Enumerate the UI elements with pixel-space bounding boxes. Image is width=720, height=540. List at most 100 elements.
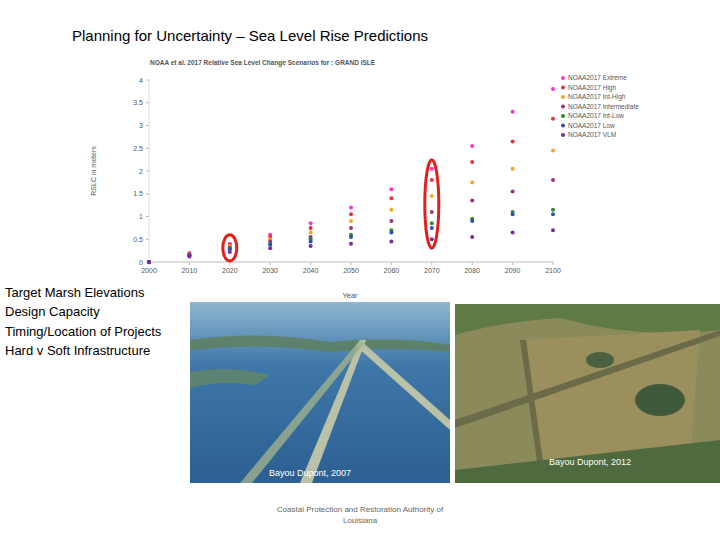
point: [147, 260, 151, 264]
footer: Coastal Protection and Restoration Autho…: [260, 504, 460, 526]
legend-marker: [561, 76, 565, 80]
point: [147, 260, 151, 264]
field: [455, 304, 720, 335]
canvas: Planning for Uncertainty – Sea Level Ris…: [0, 0, 720, 540]
point: [268, 242, 272, 246]
photo: Bayou Dupont, 2012: [455, 304, 720, 483]
point: [511, 167, 515, 171]
point: [349, 226, 353, 230]
x-tick-label: 2030: [262, 267, 278, 274]
y-tick: [146, 125, 149, 126]
point: [551, 149, 555, 153]
pond: [586, 352, 614, 368]
legend-entry: NOAA2017 Int-Low: [568, 112, 624, 119]
point: [389, 219, 393, 223]
point: [389, 240, 393, 244]
y-tick: [146, 80, 149, 81]
point: [389, 230, 393, 234]
x-tick: [391, 262, 392, 265]
marsh: [190, 369, 270, 388]
point: [430, 178, 434, 182]
point: [430, 237, 434, 241]
point: [309, 240, 313, 244]
slide: Planning for Uncertainty – Sea Level Ris…: [0, 0, 720, 540]
point: [268, 243, 272, 247]
point: [349, 242, 353, 246]
legend-marker: [561, 86, 565, 90]
x-tick: [310, 262, 311, 265]
point: [430, 226, 434, 230]
legend-entry: NOAA2017 High: [568, 84, 616, 92]
point: [511, 110, 515, 114]
point: [430, 221, 434, 225]
legend-entry: NOAA2017 Intermediate: [568, 103, 639, 110]
photo-bg: [455, 304, 720, 483]
channel: [455, 330, 720, 428]
bullet: Design Capacity: [5, 304, 100, 319]
bullet: Timing/Location of Projects: [5, 324, 162, 339]
point: [309, 226, 313, 230]
point: [430, 167, 434, 171]
bullet: Hard v Soft Infrastructure: [5, 343, 150, 358]
chart-title: NOAA et al. 2017 Relative Sea Level Chan…: [150, 59, 376, 67]
point: [511, 212, 515, 216]
highlight: [223, 235, 237, 261]
x-axis-label: Year: [342, 291, 358, 300]
point: [349, 205, 353, 209]
y-tick: [146, 148, 149, 149]
point: [228, 250, 232, 254]
y-tick: [146, 193, 149, 194]
legend-entry: NOAA2017 Extreme: [568, 74, 627, 81]
x-tick-label: 2080: [464, 267, 480, 274]
point: [389, 187, 393, 191]
point: [470, 144, 474, 148]
point: [389, 208, 393, 212]
y-tick-label: 2.5: [133, 145, 143, 152]
highlight: [425, 160, 439, 249]
point: [147, 260, 151, 264]
point: [309, 221, 313, 225]
point: [349, 219, 353, 223]
point: [430, 194, 434, 198]
point: [349, 235, 353, 239]
photo-caption: Bayou Dupont, 2007: [269, 468, 351, 478]
x-tick-label: 2060: [384, 267, 400, 274]
levee: [356, 340, 450, 430]
marsh: [190, 335, 450, 352]
levee: [240, 340, 364, 483]
point: [551, 228, 555, 232]
point: [470, 235, 474, 239]
point: [268, 246, 272, 250]
x-tick: [512, 262, 513, 265]
y-tick: [146, 216, 149, 217]
point: [187, 255, 191, 259]
point: [551, 208, 555, 212]
point: [147, 260, 151, 264]
y-tick: [146, 102, 149, 103]
y-tick-label: 0: [139, 259, 143, 266]
point: [228, 246, 232, 250]
slide-title: Planning for Uncertainty – Sea Level Ris…: [72, 27, 428, 44]
legend-marker: [561, 114, 565, 118]
point: [470, 160, 474, 164]
point: [147, 260, 151, 264]
point: [551, 87, 555, 91]
x-tick: [431, 262, 432, 265]
point: [389, 196, 393, 200]
point: [309, 244, 313, 248]
x-tick: [189, 262, 190, 265]
point: [511, 139, 515, 143]
point: [147, 260, 151, 264]
y-tick-label: 2: [139, 168, 143, 175]
point: [430, 210, 434, 214]
point: [147, 260, 151, 264]
point: [470, 199, 474, 203]
point: [511, 230, 515, 234]
x-tick-label: 2050: [343, 267, 359, 274]
point: [551, 178, 555, 182]
y-tick-label: 4: [139, 77, 143, 84]
y-tick-label: 0.5: [133, 236, 143, 243]
y-axis-label: RSLC in meters: [90, 146, 97, 196]
legend-marker: [561, 133, 565, 137]
legend-entry: NOAA2017 Low: [568, 122, 615, 129]
